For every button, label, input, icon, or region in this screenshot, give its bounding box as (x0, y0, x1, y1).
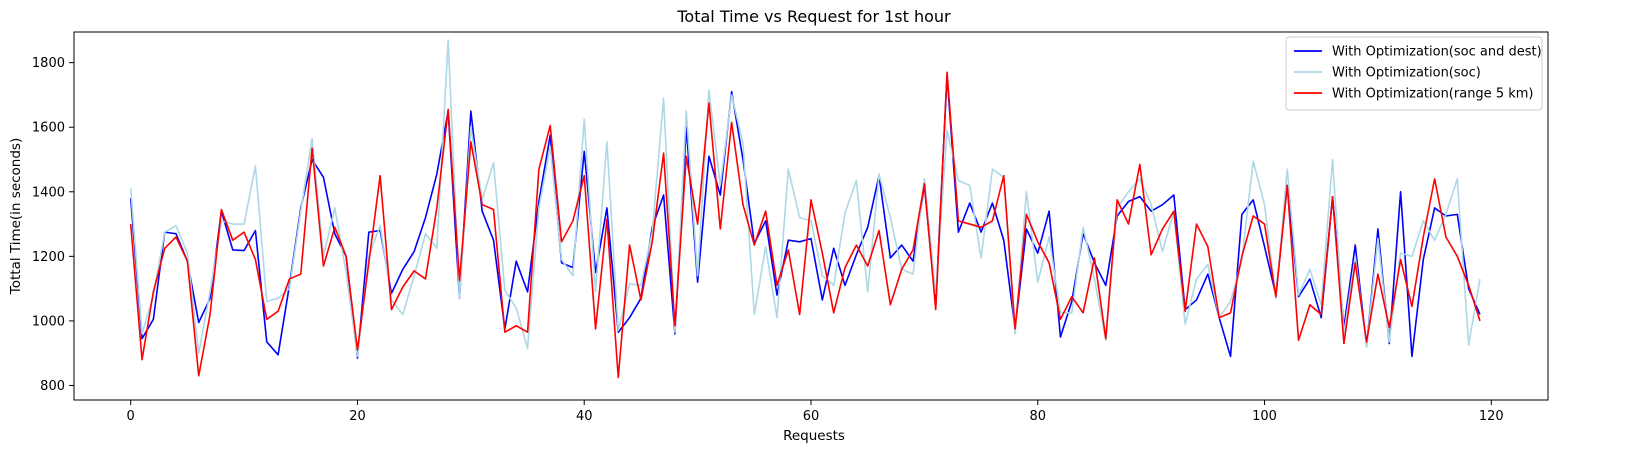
x-tick-label: 40 (576, 409, 593, 424)
y-axis-label: Tottal Time(in seconds) (8, 138, 24, 295)
x-tick-label: 0 (127, 409, 135, 424)
plot-lines (129, 39, 1481, 379)
series-line-2 (129, 39, 1481, 358)
y-axis: 800 1000 1200 1400 1600 1800 (32, 56, 74, 394)
series-line-3 (129, 71, 1481, 379)
x-axis-label: Requests (783, 428, 845, 444)
x-axis: 0 20 40 60 80 100 120 (127, 400, 1504, 424)
x-tick-label: 100 (1252, 409, 1277, 424)
legend-label-3: With Optimization(range 5 km) (1332, 87, 1533, 102)
y-tick-label: 1200 (32, 250, 65, 265)
x-tick-label: 60 (803, 409, 820, 424)
x-tick-label: 80 (1029, 409, 1046, 424)
y-tick-label: 1000 (32, 314, 65, 329)
x-tick-label: 120 (1479, 409, 1504, 424)
legend-box (1285, 36, 1543, 111)
y-tick-label: 1600 (32, 121, 65, 136)
x-tick-label: 20 (349, 409, 366, 424)
legend-label-1: With Optimization(soc and dest) (1332, 45, 1542, 60)
y-tick-label: 800 (40, 379, 65, 394)
y-tick-label: 1800 (32, 56, 65, 71)
y-tick-label: 1400 (32, 185, 65, 200)
legend: With Optimization(soc and dest) With Opti… (1285, 36, 1543, 111)
legend-label-2: With Optimization(soc) (1332, 66, 1481, 81)
chart-title: Total Time vs Request for 1st hour (676, 7, 951, 26)
